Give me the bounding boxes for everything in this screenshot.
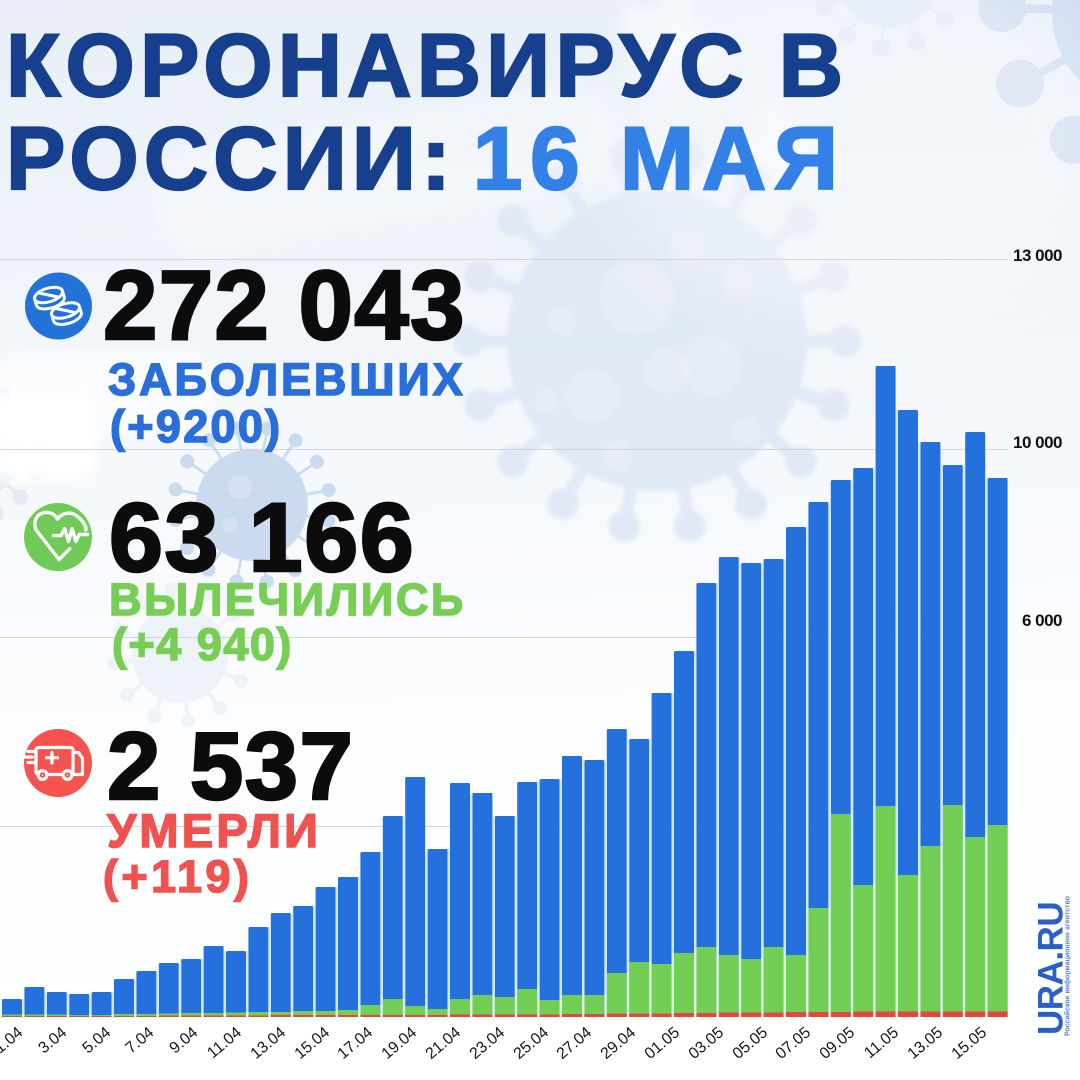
svg-text:Российское информационное аген: Российское информационное агентство	[1064, 896, 1072, 1036]
svg-text:URA.RU: URA.RU	[1032, 902, 1071, 1035]
